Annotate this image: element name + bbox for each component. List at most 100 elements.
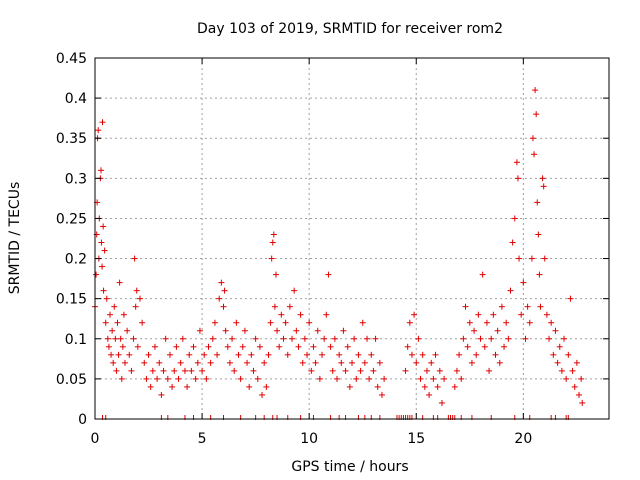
data-point <box>250 367 257 374</box>
data-point <box>453 367 460 374</box>
data-point <box>376 359 383 366</box>
chart-title: Day 103 of 2019, SRMTID for receiver rom… <box>197 21 503 37</box>
data-points <box>92 87 586 420</box>
data-point <box>139 319 146 326</box>
data-point <box>460 335 467 342</box>
data-point <box>558 367 565 374</box>
data-point <box>408 351 415 358</box>
data-point <box>378 391 385 398</box>
data-point <box>486 367 493 374</box>
data-point <box>556 343 563 350</box>
data-point <box>109 327 116 334</box>
x-tick-label: 0 <box>91 431 100 447</box>
data-point <box>160 367 167 374</box>
data-point <box>100 287 107 294</box>
data-point <box>458 375 465 382</box>
data-point <box>534 199 541 206</box>
data-point <box>402 367 409 374</box>
data-point <box>268 255 275 262</box>
data-point <box>462 303 469 310</box>
data-point <box>552 327 559 334</box>
data-point <box>548 319 555 326</box>
data-point <box>541 255 548 262</box>
data-point <box>173 343 180 350</box>
y-tick-label: 0.4 <box>65 91 87 107</box>
data-point <box>533 111 540 118</box>
data-point <box>108 351 115 358</box>
data-point <box>419 351 426 358</box>
data-point <box>114 319 121 326</box>
x-tick-label: 10 <box>300 431 318 447</box>
data-point <box>522 335 529 342</box>
data-point <box>130 335 137 342</box>
data-point <box>297 311 304 318</box>
data-point <box>276 343 283 350</box>
y-tick-label: 0.35 <box>56 131 87 147</box>
data-point <box>430 375 437 382</box>
data-point <box>231 367 238 374</box>
data-point <box>473 351 480 358</box>
data-point <box>177 359 184 366</box>
data-point <box>415 335 422 342</box>
data-point <box>199 367 206 374</box>
data-point <box>278 311 285 318</box>
data-point <box>175 375 182 382</box>
data-point <box>569 367 576 374</box>
data-point <box>578 375 585 382</box>
data-point <box>331 335 338 342</box>
data-point <box>475 311 482 318</box>
data-point <box>509 239 516 246</box>
data-point <box>505 335 512 342</box>
data-point <box>98 239 105 246</box>
data-point <box>546 335 553 342</box>
data-point <box>346 383 353 390</box>
data-point <box>526 319 533 326</box>
data-point <box>145 351 152 358</box>
data-point <box>573 359 580 366</box>
data-point <box>477 335 484 342</box>
data-point <box>567 295 574 302</box>
data-point <box>205 343 212 350</box>
data-point <box>531 151 538 158</box>
data-point <box>265 351 272 358</box>
data-point <box>181 367 188 374</box>
data-point <box>381 375 388 382</box>
data-point <box>490 311 497 318</box>
data-point <box>550 351 557 358</box>
data-point <box>259 391 266 398</box>
x-tick-label: 15 <box>407 431 425 447</box>
data-point <box>194 359 201 366</box>
data-point <box>366 375 373 382</box>
data-point <box>282 319 289 326</box>
data-point <box>209 335 216 342</box>
data-point <box>95 127 102 134</box>
data-point <box>565 351 572 358</box>
data-point <box>154 375 161 382</box>
data-point <box>263 383 270 390</box>
data-point <box>451 383 458 390</box>
data-point <box>359 319 366 326</box>
data-point <box>158 391 165 398</box>
data-point <box>503 319 510 326</box>
data-point <box>561 335 568 342</box>
data-point <box>286 303 293 310</box>
data-point <box>426 391 433 398</box>
data-point <box>116 279 123 286</box>
data-point <box>438 399 445 406</box>
data-point <box>372 335 379 342</box>
data-point <box>218 279 225 286</box>
data-point <box>256 343 263 350</box>
data-point <box>417 375 424 382</box>
data-point <box>423 367 430 374</box>
data-point <box>164 375 171 382</box>
axis-ticks: 0 0.05 0.1 0.15 0.2 0.25 0.3 0.35 0.4 0.45 0 5 10 15 2… <box>56 51 609 447</box>
data-point <box>516 255 523 262</box>
data-point <box>104 335 111 342</box>
data-point <box>190 343 197 350</box>
data-point <box>404 343 411 350</box>
data-point <box>295 343 302 350</box>
x-tick-label: 5 <box>198 431 207 447</box>
data-point <box>105 343 112 350</box>
data-point <box>151 343 158 350</box>
data-point <box>413 359 420 366</box>
